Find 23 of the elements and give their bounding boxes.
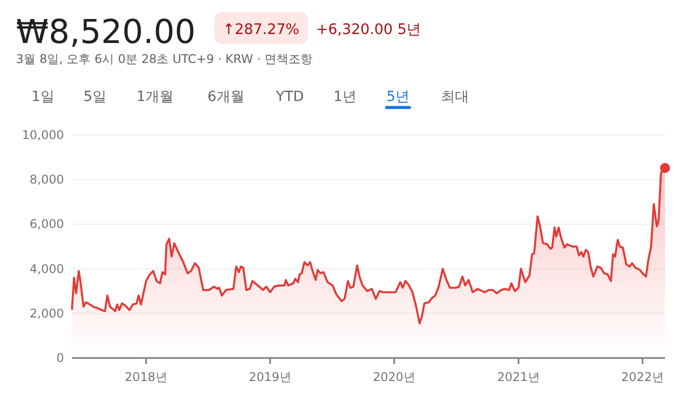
text: 5년	[386, 89, 410, 105]
text: 최대	[441, 89, 469, 105]
text: 5일	[84, 89, 106, 105]
change-badge: ↑287.27%	[214, 12, 308, 44]
text: +6,320.00 5년	[316, 22, 422, 38]
y-tick-label: 0	[56, 351, 64, 365]
x-tick-label: 2020년	[372, 370, 416, 384]
text: 6개월	[208, 89, 244, 105]
title: ₩8,520.00	[16, 12, 196, 51]
y-tick-label: 6,000	[30, 217, 64, 232]
y-tick-label: 8,000	[30, 172, 64, 187]
y-tick-label: 2,000	[30, 306, 64, 320]
x-tick-label: 2022년	[621, 370, 664, 384]
x-tick-label: 2018년	[124, 370, 168, 384]
x-tick-label: 2021년	[497, 370, 540, 384]
y-tick-label: 4,000	[30, 262, 64, 276]
text: 1일	[32, 89, 54, 105]
text: 1년	[334, 89, 356, 105]
chart-subtitle: 3월 8일, 오후 6시 0분 28초 UTC+9 · KRW · 면책조항	[16, 52, 312, 66]
y-tick-label: 10,000	[22, 128, 64, 142]
text: 1개월	[136, 89, 174, 105]
x-tick-label: 2019년	[248, 370, 292, 384]
text: YTD	[275, 89, 304, 105]
